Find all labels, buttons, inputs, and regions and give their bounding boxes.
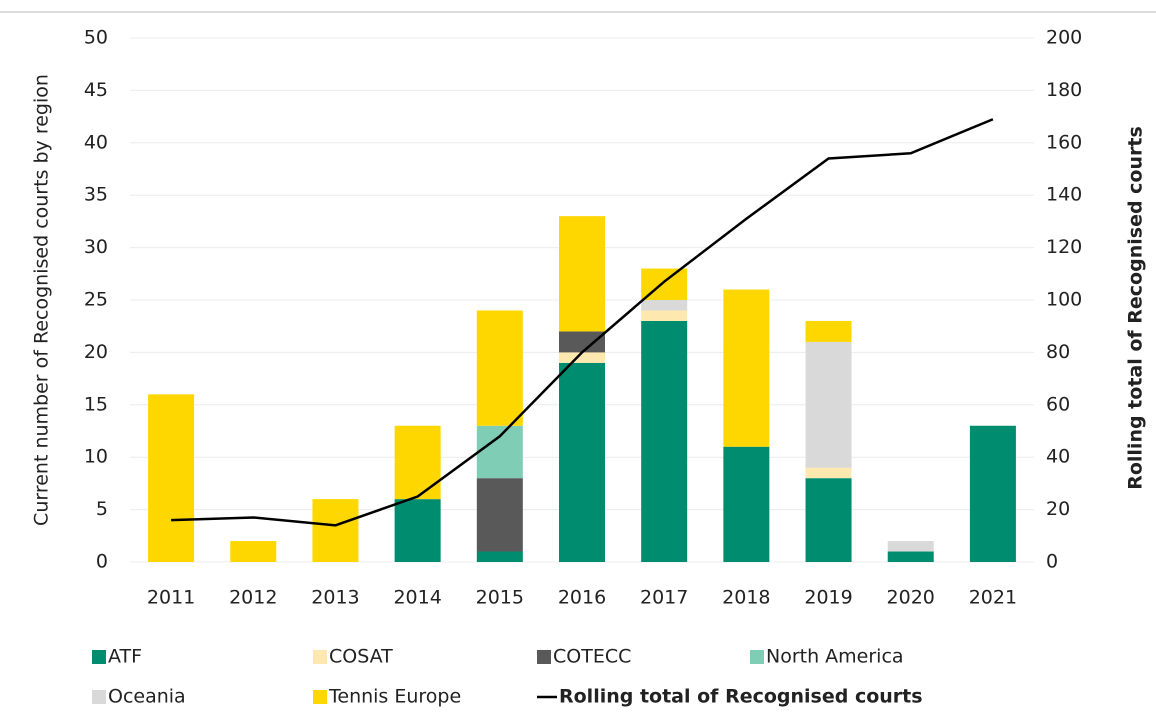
y2-axis-title: Rolling total of Recognised courts bbox=[1125, 126, 1147, 490]
y2-tick-label: 200 bbox=[1046, 27, 1082, 49]
y2-tick-label: 120 bbox=[1046, 236, 1082, 258]
bar-segment bbox=[559, 352, 605, 363]
y-tick-label: 0 bbox=[96, 551, 108, 573]
y-tick-label: 20 bbox=[84, 341, 108, 363]
y2-tick-label: 20 bbox=[1046, 498, 1070, 520]
bar-segment bbox=[641, 310, 688, 321]
x-tick-label: 2014 bbox=[393, 587, 441, 609]
bar-segment bbox=[805, 478, 852, 562]
legend-label: Oceania bbox=[108, 686, 186, 708]
y-tick-label: 35 bbox=[84, 184, 108, 206]
x-tick-label: 2019 bbox=[804, 587, 852, 609]
bar-segment bbox=[476, 551, 523, 562]
legend-swatch bbox=[750, 650, 764, 664]
y-axis-title: Current number of Recognised courts by r… bbox=[31, 74, 53, 526]
legend-swatch bbox=[313, 690, 327, 704]
legend-label: COTECC bbox=[553, 646, 631, 668]
x-tick-label: 2012 bbox=[229, 587, 277, 609]
legend-label: COSAT bbox=[329, 646, 393, 668]
bar-segment bbox=[641, 320, 688, 562]
legend-label: ATF bbox=[108, 646, 142, 668]
legend-swatch bbox=[537, 650, 551, 664]
bar-segment bbox=[476, 425, 523, 479]
y2-tick-label: 60 bbox=[1046, 393, 1070, 415]
bar-segment bbox=[148, 394, 195, 562]
bar-segment bbox=[969, 425, 1016, 562]
y-tick-label: 45 bbox=[84, 79, 108, 101]
bar-segment bbox=[559, 216, 605, 332]
x-tick-label: 2016 bbox=[558, 587, 606, 609]
y-tick-label: 15 bbox=[84, 393, 108, 415]
legend-label: Tennis Europe bbox=[328, 686, 461, 708]
y2-tick-label: 40 bbox=[1046, 446, 1070, 468]
y2-tick-label: 100 bbox=[1046, 289, 1082, 311]
bar-segment bbox=[723, 446, 770, 562]
y2-tick-label: 180 bbox=[1046, 79, 1082, 101]
legend-label: Rolling total of Recognised courts bbox=[559, 686, 923, 708]
y2-tick-label: 80 bbox=[1046, 341, 1070, 363]
bar-segment bbox=[641, 300, 688, 311]
y2-tick-label: 0 bbox=[1046, 551, 1058, 573]
legend-swatch bbox=[92, 650, 106, 664]
y2-tick-label: 160 bbox=[1046, 131, 1082, 153]
x-tick-label: 2017 bbox=[640, 587, 688, 609]
bar-segment bbox=[230, 541, 277, 562]
x-tick-label: 2015 bbox=[476, 587, 524, 609]
bar-segment bbox=[887, 541, 934, 552]
y2-tick-label: 140 bbox=[1046, 184, 1082, 206]
bar-segment bbox=[559, 362, 605, 562]
bar-segment bbox=[476, 478, 523, 552]
bar-segment bbox=[312, 499, 359, 562]
bar-segment bbox=[394, 425, 441, 500]
y-tick-label: 5 bbox=[96, 498, 108, 520]
bar-segment bbox=[887, 551, 934, 562]
bar-segment bbox=[723, 289, 770, 447]
x-tick-label: 2018 bbox=[722, 587, 770, 609]
bar-segment bbox=[805, 467, 852, 479]
x-tick-label: 2021 bbox=[969, 587, 1017, 609]
y-tick-label: 10 bbox=[84, 446, 108, 468]
bar-segment bbox=[805, 341, 852, 468]
x-tick-label: 2013 bbox=[311, 587, 359, 609]
legend-label: North America bbox=[766, 646, 904, 668]
x-tick-label: 2011 bbox=[147, 587, 195, 609]
x-tick-label: 2020 bbox=[887, 587, 935, 609]
bar-segment bbox=[559, 331, 605, 353]
line bbox=[171, 118, 994, 527]
y-tick-label: 40 bbox=[84, 131, 108, 153]
bar-segment bbox=[394, 499, 441, 562]
bar-segment bbox=[476, 310, 523, 426]
bar-segment bbox=[805, 320, 852, 342]
legend-swatch bbox=[92, 690, 106, 704]
y-tick-label: 30 bbox=[84, 236, 108, 258]
y-tick-label: 25 bbox=[84, 289, 108, 311]
y-tick-label: 50 bbox=[84, 27, 108, 49]
legend-swatch bbox=[313, 650, 327, 664]
